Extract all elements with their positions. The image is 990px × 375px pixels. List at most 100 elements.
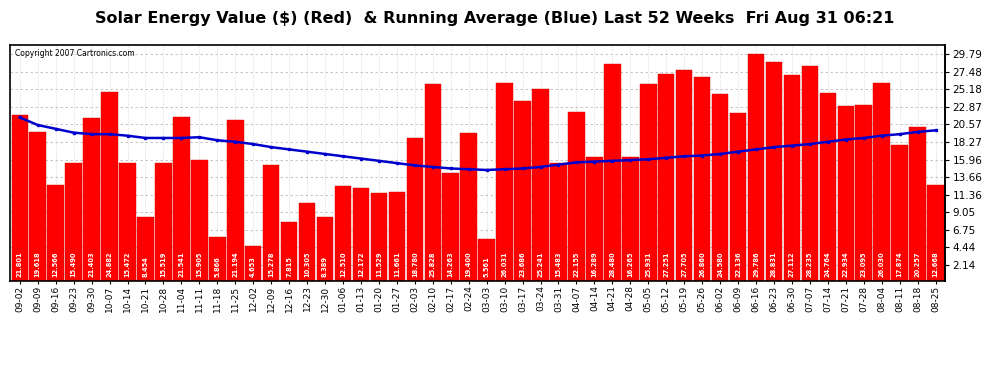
Text: 15.490: 15.490 bbox=[70, 252, 76, 278]
Text: 29.786: 29.786 bbox=[753, 252, 759, 278]
Text: 24.764: 24.764 bbox=[825, 252, 831, 278]
Bar bbox=[838, 106, 854, 281]
Bar bbox=[928, 185, 943, 281]
Text: Solar Energy Value ($) (Red)  & Running Average (Blue) Last 52 Weeks  Fri Aug 31: Solar Energy Value ($) (Red) & Running A… bbox=[95, 11, 895, 26]
Text: 15.905: 15.905 bbox=[196, 252, 202, 278]
Bar bbox=[119, 164, 136, 281]
Text: 23.095: 23.095 bbox=[860, 252, 867, 278]
Bar bbox=[281, 222, 297, 281]
Bar bbox=[873, 83, 890, 281]
Bar bbox=[83, 118, 100, 281]
Text: 15.278: 15.278 bbox=[268, 252, 274, 278]
Text: 16.289: 16.289 bbox=[591, 252, 597, 278]
Bar bbox=[227, 120, 244, 281]
Text: 8.454: 8.454 bbox=[143, 256, 148, 278]
Text: 12.510: 12.510 bbox=[340, 252, 346, 278]
Text: 28.480: 28.480 bbox=[610, 252, 616, 278]
Bar bbox=[604, 64, 621, 281]
Bar bbox=[65, 163, 82, 281]
Text: 28.235: 28.235 bbox=[807, 252, 813, 278]
Bar bbox=[533, 89, 548, 281]
Text: 8.389: 8.389 bbox=[322, 256, 328, 278]
Bar bbox=[460, 134, 477, 281]
Bar bbox=[443, 172, 459, 281]
Bar bbox=[784, 75, 800, 281]
Text: 12.566: 12.566 bbox=[52, 252, 58, 278]
Bar bbox=[676, 70, 692, 281]
Text: 20.257: 20.257 bbox=[915, 252, 921, 278]
Bar bbox=[407, 138, 423, 281]
Bar bbox=[496, 83, 513, 281]
Bar bbox=[12, 115, 28, 281]
Text: 25.241: 25.241 bbox=[538, 252, 544, 278]
Text: 14.263: 14.263 bbox=[447, 252, 453, 278]
Text: 21.403: 21.403 bbox=[88, 252, 95, 278]
Text: 28.831: 28.831 bbox=[771, 252, 777, 278]
Bar bbox=[335, 186, 351, 281]
Bar bbox=[586, 157, 603, 281]
Text: 12.172: 12.172 bbox=[358, 252, 364, 278]
Bar bbox=[515, 101, 531, 281]
Bar bbox=[855, 105, 872, 281]
Bar bbox=[209, 237, 226, 281]
Bar bbox=[550, 163, 566, 281]
Text: 26.030: 26.030 bbox=[879, 252, 885, 278]
Text: 5.561: 5.561 bbox=[484, 257, 490, 278]
Text: 15.472: 15.472 bbox=[125, 252, 131, 278]
Bar bbox=[730, 112, 746, 281]
Bar bbox=[910, 127, 926, 281]
Text: 27.705: 27.705 bbox=[681, 252, 687, 278]
Bar bbox=[263, 165, 279, 281]
Bar bbox=[155, 163, 171, 281]
Bar bbox=[191, 160, 208, 281]
Text: 21.801: 21.801 bbox=[17, 252, 23, 278]
Text: 19.400: 19.400 bbox=[465, 252, 471, 278]
Text: 11.529: 11.529 bbox=[376, 252, 382, 278]
Bar bbox=[640, 84, 656, 281]
Text: 27.112: 27.112 bbox=[789, 252, 795, 278]
Bar bbox=[820, 93, 837, 281]
Text: 4.653: 4.653 bbox=[250, 256, 256, 278]
Text: 10.305: 10.305 bbox=[304, 252, 310, 278]
Bar bbox=[891, 145, 908, 281]
Bar bbox=[370, 194, 387, 281]
Bar bbox=[317, 217, 334, 281]
Text: 25.828: 25.828 bbox=[430, 252, 436, 278]
Text: 18.780: 18.780 bbox=[412, 252, 418, 278]
Bar bbox=[101, 92, 118, 281]
Bar bbox=[747, 54, 764, 281]
Bar bbox=[30, 132, 46, 281]
Text: 11.661: 11.661 bbox=[394, 252, 400, 278]
Text: 26.860: 26.860 bbox=[699, 252, 705, 278]
Text: 24.882: 24.882 bbox=[107, 252, 113, 278]
Bar bbox=[568, 112, 585, 281]
Bar bbox=[299, 203, 316, 281]
Bar bbox=[352, 189, 369, 281]
Text: 17.874: 17.874 bbox=[897, 252, 903, 278]
Text: 27.251: 27.251 bbox=[663, 252, 669, 278]
Text: 16.265: 16.265 bbox=[628, 252, 634, 278]
Text: 7.815: 7.815 bbox=[286, 256, 292, 278]
Text: 23.686: 23.686 bbox=[520, 252, 526, 278]
Bar bbox=[622, 157, 639, 281]
Bar bbox=[765, 62, 782, 281]
Bar bbox=[425, 84, 441, 281]
Bar bbox=[694, 76, 711, 281]
Text: 22.934: 22.934 bbox=[842, 252, 848, 278]
Text: 22.155: 22.155 bbox=[573, 252, 579, 278]
Bar bbox=[712, 94, 729, 281]
Bar bbox=[389, 192, 405, 281]
Bar bbox=[173, 117, 190, 281]
Text: 21.194: 21.194 bbox=[233, 252, 239, 278]
Text: Copyright 2007 Cartronics.com: Copyright 2007 Cartronics.com bbox=[15, 48, 135, 57]
Bar bbox=[658, 74, 674, 281]
Bar bbox=[245, 246, 261, 281]
Bar bbox=[138, 217, 153, 281]
Bar bbox=[478, 239, 495, 281]
Text: 21.541: 21.541 bbox=[178, 252, 184, 278]
Text: 26.031: 26.031 bbox=[502, 252, 508, 278]
Text: 12.668: 12.668 bbox=[933, 252, 939, 278]
Text: 15.519: 15.519 bbox=[160, 252, 166, 278]
Text: 25.931: 25.931 bbox=[645, 252, 651, 278]
Text: 15.483: 15.483 bbox=[555, 252, 561, 278]
